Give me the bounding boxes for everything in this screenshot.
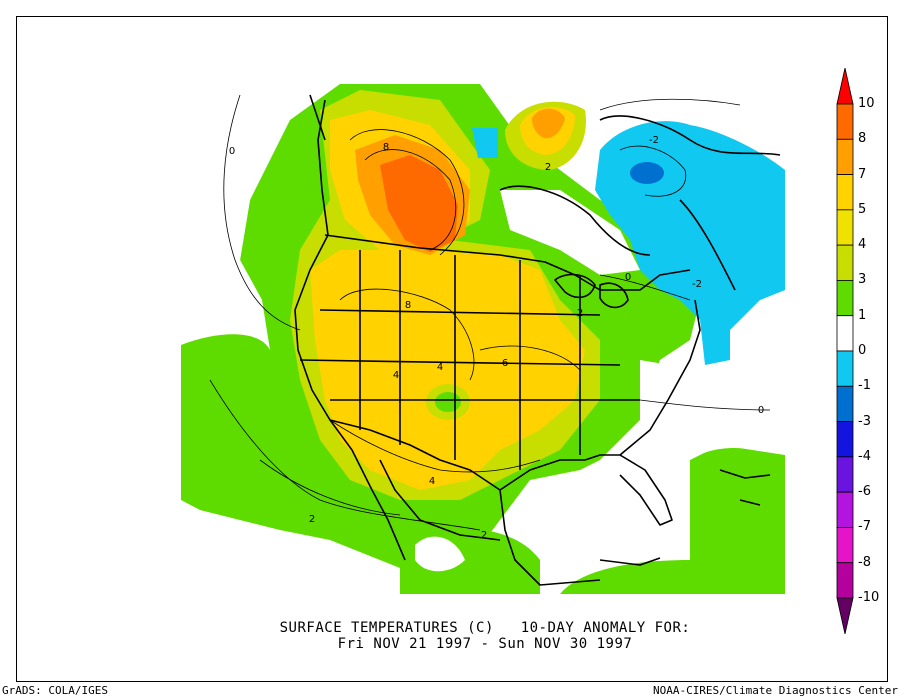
footer-credit-left: GrADS: COLA/IGES [2, 684, 108, 697]
contour-label: 0 [229, 146, 235, 157]
shade-yellow [310, 250, 585, 490]
legend-swatch [836, 280, 854, 317]
legend-swatch [836, 315, 854, 352]
contour-label: 2 [309, 514, 315, 525]
contour-label: -2 [649, 135, 659, 146]
contour-label: -2 [692, 279, 702, 290]
legend-swatch [836, 456, 854, 493]
contour-label: 8 [405, 300, 411, 311]
plot-frame [16, 16, 888, 682]
legend-label: -1 [858, 378, 871, 394]
contour-label: 4 [393, 370, 399, 381]
contour-label: 2 [545, 162, 551, 173]
legend-label: -10 [858, 590, 880, 605]
legend-swatch [836, 562, 854, 599]
shade-green-caribbean [560, 448, 785, 594]
contour-label-group: 8 2 -2 0 -2 8 2 4 4 6 4 2 2 0 0 [229, 135, 764, 541]
legend-label: 8 [858, 131, 867, 147]
legend-label: 1 [858, 307, 867, 323]
legend-swatch [836, 385, 854, 422]
contour-label: 8 [383, 142, 389, 153]
legend-label: 5 [858, 201, 867, 217]
legend-label: 7 [858, 166, 867, 182]
legend-swatch [836, 244, 854, 281]
legend-swatch [836, 103, 854, 140]
legend-swatch [836, 491, 854, 528]
contour-label: 4 [429, 476, 435, 487]
legend-swatch [836, 350, 854, 387]
contour-label: 2 [577, 308, 583, 319]
chart-title-line1: SURFACE TEMPERATURES (C) 10-DAY ANOMALY … [279, 620, 691, 636]
boundaries [294, 94, 781, 586]
legend-label: 0 [858, 343, 867, 358]
shade-darkorange [380, 155, 458, 252]
contour-label: 2 [481, 530, 487, 541]
legend-swatch [836, 138, 854, 175]
map-field [181, 84, 785, 594]
legend-label: -4 [858, 448, 871, 464]
legend-swatch [836, 174, 854, 211]
contour-label: 0 [625, 272, 631, 283]
footer-credit-right: NOAA-CIRES/Climate Diagnostics Center [652, 684, 898, 697]
legend-swatch [836, 209, 854, 246]
shade-blue [630, 162, 664, 184]
legend-swatch [836, 68, 854, 105]
legend-label: -8 [858, 554, 871, 570]
legend-label: -7 [858, 519, 871, 535]
chart-title-line2: Fri NOV 21 1997 - Sun NOV 30 1997 [337, 636, 633, 652]
legend-swatch [836, 527, 854, 564]
contour-label: 6 [502, 358, 508, 369]
contour-label: 0 [758, 405, 764, 416]
legend-label: -6 [858, 484, 871, 500]
legend-swatch [836, 597, 854, 634]
legend-swatch [836, 421, 854, 458]
contour-label: 4 [437, 362, 443, 373]
legend-label: -3 [858, 413, 871, 429]
legend-label: 3 [858, 272, 867, 288]
legend-label: 10 [858, 96, 875, 111]
shade-cyan-small [472, 128, 498, 158]
color-legend [836, 68, 854, 634]
legend-label: 4 [858, 237, 867, 253]
